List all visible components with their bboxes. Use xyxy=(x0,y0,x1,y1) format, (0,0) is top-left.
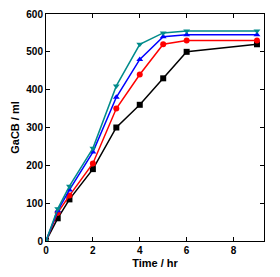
svg-text:300: 300 xyxy=(26,122,43,133)
svg-text:8: 8 xyxy=(231,245,237,256)
svg-text:4: 4 xyxy=(137,245,143,256)
svg-text:0: 0 xyxy=(43,245,49,256)
svg-text:400: 400 xyxy=(26,84,43,95)
svg-text:0: 0 xyxy=(37,236,43,247)
svg-text:500: 500 xyxy=(26,46,43,57)
svg-text:GaCB / ml: GaCB / ml xyxy=(9,101,21,154)
svg-text:200: 200 xyxy=(26,160,43,171)
svg-text:100: 100 xyxy=(26,198,43,209)
svg-text:6: 6 xyxy=(184,245,190,256)
svg-text:600: 600 xyxy=(26,9,43,20)
svg-text:2: 2 xyxy=(90,245,96,256)
svg-text:Time / hr: Time / hr xyxy=(132,257,178,269)
